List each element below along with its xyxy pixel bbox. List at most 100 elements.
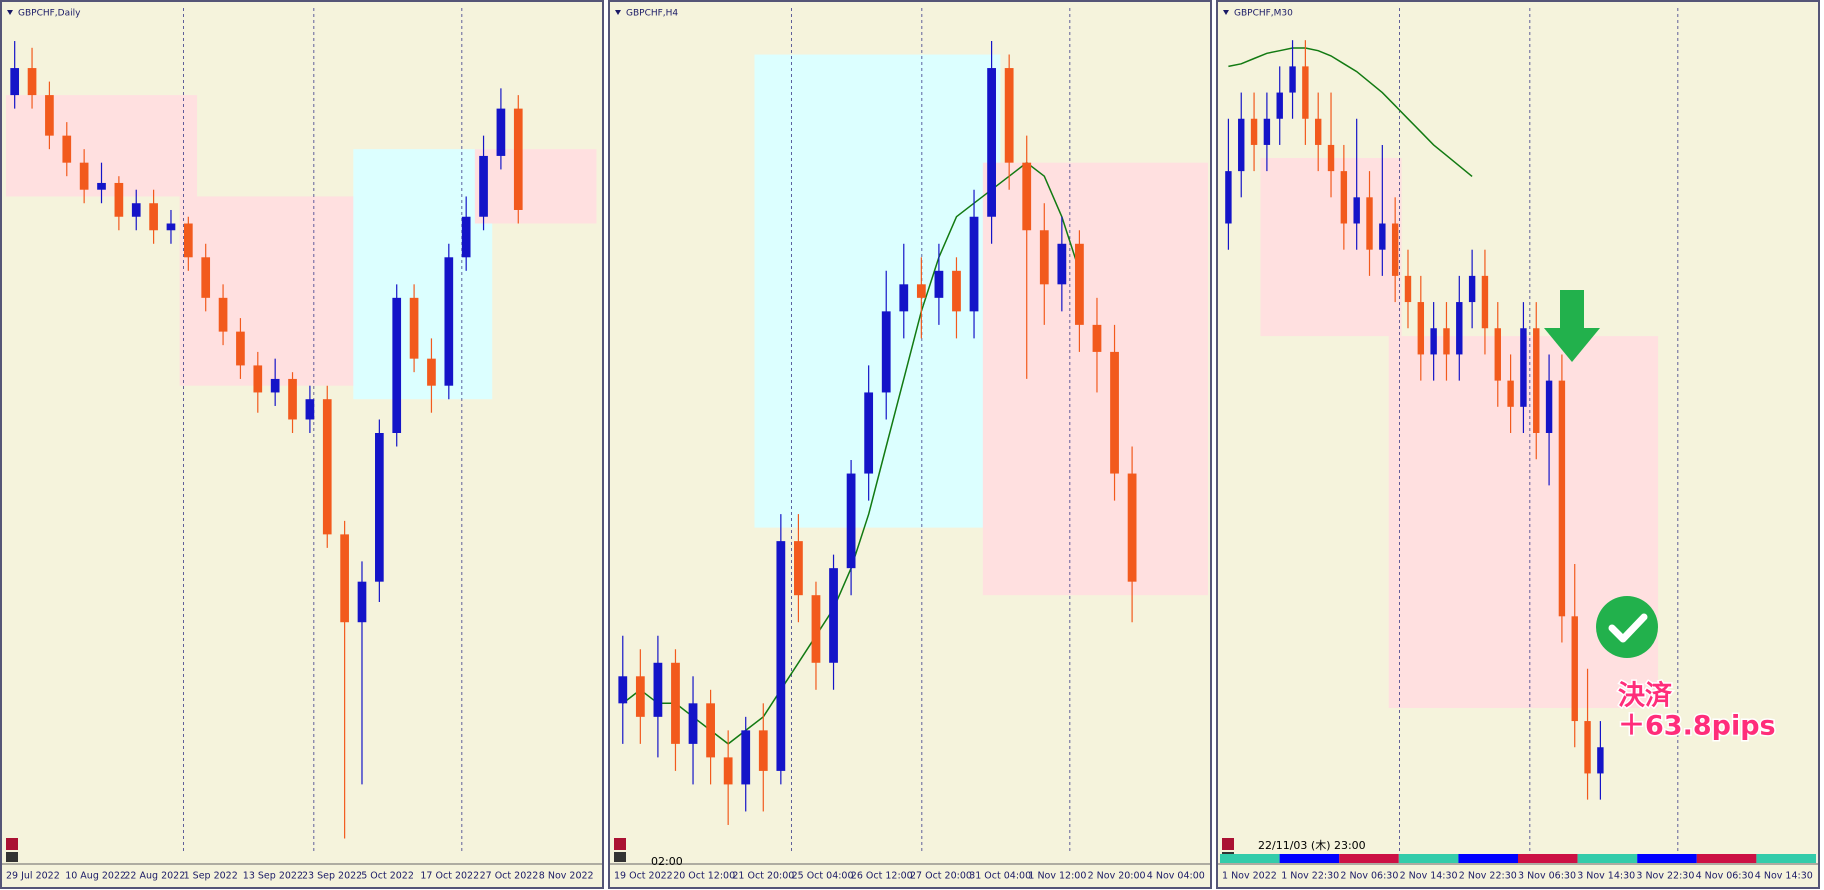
candle-body [864,392,874,474]
x-tick-label: 23 Sep 2022 [302,871,362,882]
x-tick-label: 17 Oct 2022 [420,871,479,882]
menu-arrow [7,10,13,15]
candle-body [811,595,821,663]
menu-arrow [615,10,621,15]
candle-body [1430,328,1437,355]
session-block [1518,854,1578,863]
signal-arrow [1544,290,1600,362]
candle-body [375,433,384,582]
candle-body [1507,380,1514,407]
candle-body [392,297,402,433]
panel-icon [614,852,626,862]
candle-body [1110,351,1119,474]
candle-body [1302,66,1309,119]
panel-icon [614,838,626,850]
candle-body [1533,328,1540,433]
candle-body [723,757,733,785]
x-tick-label: 1 Nov 12:00 [1028,871,1086,882]
x-tick-label: 10 Aug 2022 [65,871,126,882]
candle-body [706,703,715,758]
candle-body [1558,380,1566,617]
candle-body [149,203,158,231]
candle-body [461,216,471,258]
candle-body [776,541,786,771]
candle-body [270,378,280,393]
candle-body [1597,747,1604,774]
session-block [1220,854,1280,863]
x-tick-label: 4 Nov 14:30 [1755,871,1813,882]
candle-body [45,95,54,136]
x-tick-label: 2 Nov 06:30 [1340,871,1398,882]
time-label: 02:00 [651,855,683,868]
chart-panel: 1 Nov 2022 1 Nov 22:30 2 Nov 06:30 2 Nov 14… [1216,0,1820,889]
session-block [1458,854,1518,863]
candle-body [653,662,663,717]
panel-icon [6,838,18,850]
candle-body [758,730,768,771]
panel-icon [1222,838,1234,850]
candle-body [427,358,436,386]
x-tick-label: 3 Nov 22:30 [1636,871,1694,882]
chart-title: GBPCHF,Daily [18,9,81,19]
candle-body [1366,197,1373,250]
candle-body [1417,302,1425,355]
x-tick-label: 13 Sep 2022 [243,871,303,882]
candle-body [305,399,315,420]
candle-body [741,730,751,785]
session-block [1637,854,1697,863]
candle-body [1481,275,1489,329]
x-tick-label: 3 Nov 14:30 [1577,871,1635,882]
x-tick-label: 4 Nov 04:00 [1147,871,1205,882]
candle-body [1327,144,1335,172]
x-tick-label: 3 Nov 06:30 [1518,871,1576,882]
candle-body [1456,302,1463,355]
zone [982,162,1208,596]
session-block [1577,854,1638,863]
zone [179,196,371,386]
candle-body [846,473,856,569]
panel-icon [6,852,18,862]
chart-title: GBPCHF,M30 [1234,9,1293,19]
candle-body [322,399,332,535]
candle-body [479,155,488,217]
candle-body [1468,275,1476,303]
candle-body [1289,66,1296,93]
x-tick-label: 2 Nov 14:30 [1400,871,1458,882]
x-tick-label: 31 Oct 04:00 [969,871,1031,882]
candle-body [1022,162,1032,231]
candle-body [899,284,909,312]
candle-body [340,534,349,623]
candle-body [97,182,106,190]
candle-body [496,108,506,156]
candle-body [916,284,926,298]
candle-body [409,297,419,359]
candle-body [62,135,72,163]
menu-arrow [1223,10,1229,15]
candle-body [201,257,211,298]
candle-body [1571,616,1578,722]
zone [474,149,597,224]
annotation-line: 決済 [1618,680,1673,712]
candle-body [952,270,961,312]
candle-body [829,568,838,663]
x-tick-label: 4 Nov 06:30 [1696,871,1754,882]
x-tick-label: 26 Oct 12:00 [851,871,913,882]
candle-body [1057,243,1067,285]
x-tick-label: 20 Oct 12:00 [673,871,735,882]
candle-body [183,223,193,258]
candle-body [131,203,141,217]
candle-body [969,216,979,312]
candle-body [1443,328,1450,355]
x-tick-label: 1 Nov 2022 [1222,871,1277,882]
candle-body [1092,324,1102,352]
candle-body [1391,223,1399,276]
candle-body [114,182,124,217]
candle-body [1276,92,1283,119]
candle-body [1353,197,1360,224]
session-block [1398,854,1459,863]
candle-body [987,68,996,217]
candle-body [79,162,89,190]
